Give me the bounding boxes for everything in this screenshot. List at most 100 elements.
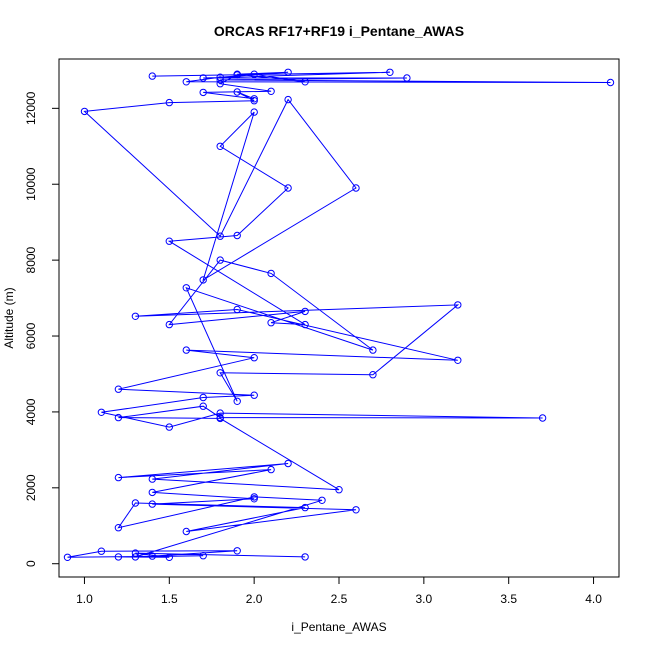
- x-tick-label: 3.5: [500, 592, 517, 606]
- data-point: [233, 88, 241, 96]
- data-point: [369, 346, 377, 354]
- y-tick-label: 6000: [24, 322, 38, 349]
- data-point: [199, 552, 207, 560]
- data-point: [182, 284, 191, 292]
- data-point: [63, 553, 72, 561]
- data-point: [454, 301, 462, 309]
- data-point: [165, 98, 174, 107]
- data-point: [454, 356, 462, 364]
- series-line: [67, 71, 611, 558]
- data-point: [301, 78, 309, 86]
- y-tick-label: 10000: [24, 167, 38, 201]
- data-point: [165, 320, 174, 329]
- x-tick-label: 1.0: [76, 592, 93, 606]
- data-point: [199, 88, 207, 97]
- data-point: [267, 319, 275, 327]
- y-axis-label: Altitude (m): [2, 287, 16, 348]
- data-point: [199, 402, 207, 410]
- x-tick-label: 1.5: [161, 592, 178, 606]
- data-point: [267, 87, 275, 96]
- data-point: [403, 74, 411, 82]
- data-point: [114, 385, 123, 393]
- data-point: [250, 108, 258, 116]
- data-point: [148, 552, 157, 560]
- data-point: [233, 305, 241, 314]
- data-point: [250, 495, 258, 503]
- data-point: [250, 95, 258, 103]
- data-point: [301, 553, 309, 561]
- data-point: [216, 414, 224, 423]
- data-point: [114, 553, 123, 561]
- data-point: [233, 71, 241, 79]
- data-point: [131, 549, 140, 557]
- x-axis: 1.0 1.5 2.0 2.5 3.0 3.5 4.0: [76, 576, 602, 606]
- data-point: [182, 346, 191, 354]
- y-axis: 0 2000 4000 6000 8000 10000 12000: [24, 91, 60, 567]
- y-tick-label: 0: [24, 560, 38, 567]
- data-point: [165, 423, 174, 431]
- data-point: [182, 78, 191, 86]
- data-point: [318, 496, 326, 504]
- data-point: [114, 413, 123, 422]
- x-tick-label: 2.5: [331, 592, 348, 606]
- data-point: [301, 320, 309, 329]
- data-point: [97, 408, 106, 416]
- y-tick-label: 12000: [24, 91, 38, 125]
- y-tick-label: 2000: [24, 474, 38, 501]
- y-tick-label: 8000: [24, 246, 38, 273]
- x-tick-label: 4.0: [585, 592, 602, 606]
- data-point: [148, 72, 157, 80]
- data-point: [216, 232, 224, 240]
- data-point: [216, 80, 224, 88]
- data-point: [250, 354, 258, 362]
- x-tick-label: 2.0: [246, 592, 263, 606]
- data-point: [199, 393, 207, 402]
- data-point: [216, 142, 224, 151]
- data-point: [284, 95, 292, 104]
- data-point: [284, 459, 292, 468]
- data-point: [250, 70, 258, 78]
- data-point: [233, 547, 241, 555]
- data-point: [284, 68, 292, 77]
- chart-title: ORCAS RF17+RF19 i_Pentane_AWAS: [214, 23, 464, 39]
- data-point: [114, 524, 123, 532]
- data-point: [97, 547, 106, 555]
- data-point: [165, 553, 174, 561]
- data-point: [216, 256, 224, 264]
- data-point: [386, 68, 394, 77]
- data-point: [233, 397, 241, 405]
- data-point: [80, 107, 89, 116]
- x-axis-label: i_Pentane_AWAS: [291, 620, 386, 634]
- data-point: [131, 312, 140, 320]
- data-point: [250, 97, 258, 105]
- data-point: [369, 371, 377, 379]
- y-tick-label: 4000: [24, 398, 38, 425]
- data-point: [131, 553, 140, 561]
- data-point: [148, 488, 157, 497]
- data-point: [148, 500, 157, 508]
- data-point: [250, 493, 258, 501]
- data-point: [335, 486, 343, 494]
- data-point: [216, 369, 224, 377]
- data-point: [267, 465, 275, 474]
- data-point: [131, 499, 140, 507]
- data-point: [352, 506, 360, 514]
- data-point: [216, 76, 224, 84]
- data-point: [267, 269, 275, 278]
- data-point: [216, 409, 224, 417]
- data-point: [301, 307, 309, 316]
- data-point: [538, 414, 547, 422]
- data-series: [63, 68, 615, 561]
- data-point: [250, 391, 258, 399]
- data-point: [199, 276, 207, 284]
- data-point: [182, 527, 191, 536]
- data-point: [165, 237, 174, 245]
- data-point: [606, 78, 615, 87]
- x-tick-label: 3.0: [416, 592, 433, 606]
- data-point: [148, 475, 157, 483]
- data-point: [352, 184, 360, 192]
- data-point: [284, 184, 292, 192]
- data-point: [233, 231, 241, 240]
